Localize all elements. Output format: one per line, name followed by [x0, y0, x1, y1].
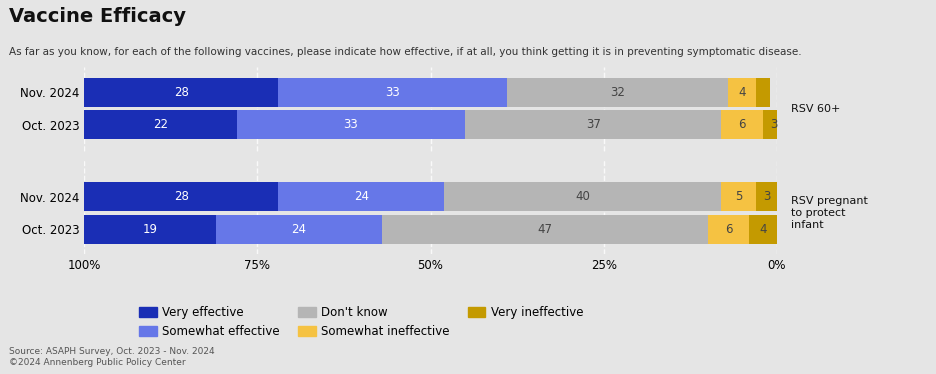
Text: 24: 24	[291, 223, 306, 236]
Text: 6: 6	[739, 118, 746, 131]
Bar	[506, 78, 728, 107]
Bar	[278, 183, 445, 211]
Bar	[465, 110, 722, 139]
Bar	[84, 215, 216, 243]
Legend: Very effective, Somewhat effective, Don't know, Somewhat ineffective, Very ineff: Very effective, Somewhat effective, Don'…	[134, 301, 589, 343]
Bar	[722, 110, 763, 139]
Text: 19: 19	[142, 223, 157, 236]
Text: RSV pregnant
to protect
infant: RSV pregnant to protect infant	[791, 196, 868, 230]
Bar	[708, 215, 749, 243]
Bar	[382, 215, 708, 243]
Bar	[763, 110, 783, 139]
Text: RSV 60+: RSV 60+	[791, 104, 841, 114]
Bar	[216, 215, 382, 243]
Bar	[756, 183, 777, 211]
Bar	[84, 183, 278, 211]
Text: 37: 37	[586, 118, 601, 131]
Text: 6: 6	[724, 223, 732, 236]
Text: 5: 5	[735, 190, 742, 203]
Text: As far as you know, for each of the following vaccines, please indicate how effe: As far as you know, for each of the foll…	[9, 47, 802, 57]
Bar	[749, 215, 777, 243]
Bar	[278, 78, 506, 107]
Text: 4: 4	[759, 223, 767, 236]
Bar	[756, 78, 770, 107]
Text: 24: 24	[354, 190, 369, 203]
Text: Source: ASAPH Survey, Oct. 2023 - Nov. 2024
©2024 Annenberg Public Policy Center: Source: ASAPH Survey, Oct. 2023 - Nov. 2…	[9, 347, 215, 367]
Bar	[722, 183, 756, 211]
Text: 28: 28	[174, 86, 189, 99]
Bar	[84, 110, 237, 139]
Text: 47: 47	[537, 223, 552, 236]
Text: 33: 33	[344, 118, 358, 131]
Text: 32: 32	[610, 86, 625, 99]
Text: 3: 3	[769, 118, 777, 131]
Bar	[728, 78, 756, 107]
Bar	[84, 78, 278, 107]
Text: 22: 22	[153, 118, 168, 131]
Bar	[445, 183, 722, 211]
Text: 40: 40	[576, 190, 591, 203]
Text: 4: 4	[739, 86, 746, 99]
Bar	[237, 110, 465, 139]
Text: 3: 3	[763, 190, 770, 203]
Text: 28: 28	[174, 190, 189, 203]
Text: Vaccine Efficacy: Vaccine Efficacy	[9, 7, 186, 27]
Text: 33: 33	[385, 86, 400, 99]
